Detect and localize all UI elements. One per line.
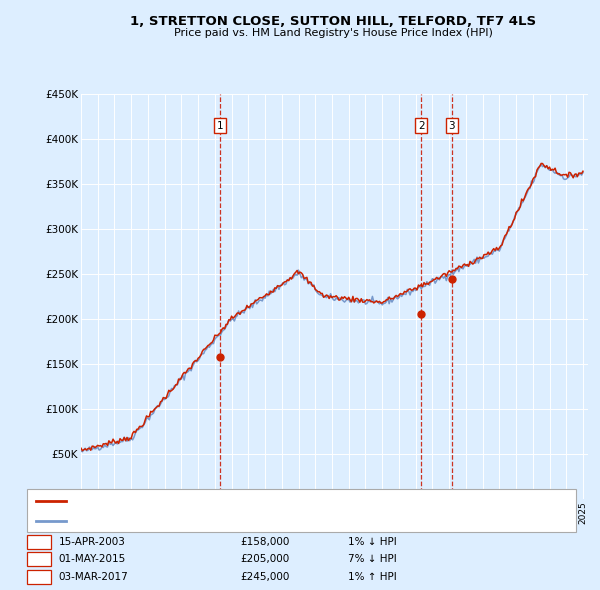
Text: 03-MAR-2017: 03-MAR-2017: [59, 572, 128, 582]
Text: 1, STRETTON CLOSE, SUTTON HILL, TELFORD, TF7 4LS: 1, STRETTON CLOSE, SUTTON HILL, TELFORD,…: [130, 15, 536, 28]
Text: 1: 1: [35, 537, 43, 546]
Text: £205,000: £205,000: [240, 555, 289, 564]
Text: 01-MAY-2015: 01-MAY-2015: [59, 555, 126, 564]
Text: £158,000: £158,000: [240, 537, 289, 546]
Text: £245,000: £245,000: [240, 572, 289, 582]
Text: 7% ↓ HPI: 7% ↓ HPI: [348, 555, 397, 564]
Text: 1, STRETTON CLOSE, SUTTON HILL, TELFORD, TF7 4LS (detached house): 1, STRETTON CLOSE, SUTTON HILL, TELFORD,…: [70, 496, 425, 506]
Text: 3: 3: [35, 572, 43, 582]
Text: HPI: Average price, detached house, Telford and Wrekin: HPI: Average price, detached house, Telf…: [70, 516, 341, 526]
Text: 2: 2: [35, 555, 43, 564]
Text: 15-APR-2003: 15-APR-2003: [59, 537, 125, 546]
Text: 3: 3: [449, 121, 455, 131]
Text: 2: 2: [418, 121, 424, 131]
Text: 1: 1: [217, 121, 223, 131]
Text: Price paid vs. HM Land Registry's House Price Index (HPI): Price paid vs. HM Land Registry's House …: [173, 28, 493, 38]
Text: 1% ↑ HPI: 1% ↑ HPI: [348, 572, 397, 582]
Text: 1% ↓ HPI: 1% ↓ HPI: [348, 537, 397, 546]
